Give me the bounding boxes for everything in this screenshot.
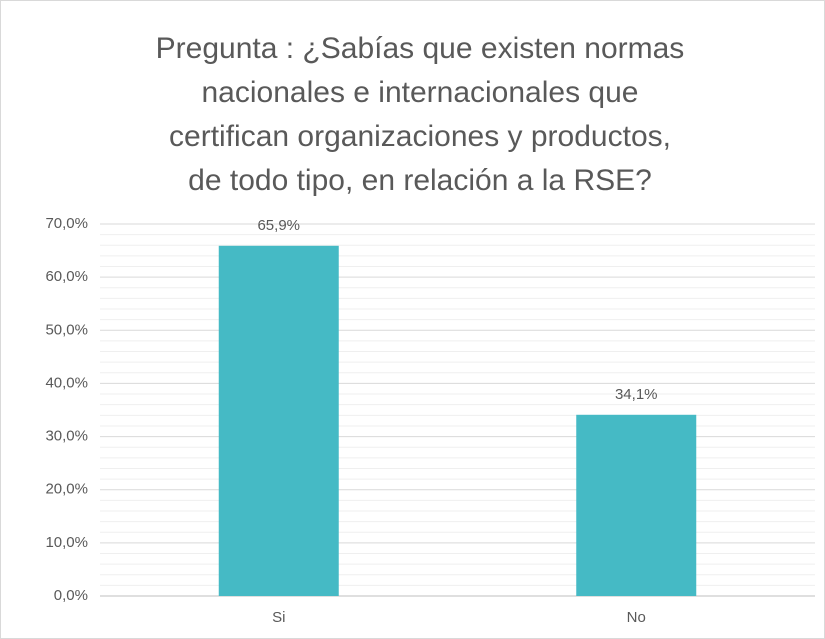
x-tick-label: Si — [272, 609, 285, 626]
y-tick-label: 0,0% — [54, 587, 88, 604]
y-tick-label: 60,0% — [45, 268, 88, 285]
y-tick-label: 30,0% — [45, 428, 88, 445]
bar — [218, 245, 339, 596]
x-tick-label: No — [627, 609, 646, 626]
y-tick-label: 70,0% — [45, 215, 88, 232]
bar — [576, 414, 697, 596]
chart-title: nacionales e internacionales que — [202, 76, 639, 109]
chart-title: certifican organizaciones y productos, — [169, 120, 671, 153]
chart-title: Pregunta : ¿Sabías que existen normas — [156, 32, 685, 65]
y-tick-label: 50,0% — [45, 321, 88, 338]
data-label: 65,9% — [257, 217, 300, 234]
y-tick-label: 20,0% — [45, 481, 88, 498]
data-label: 34,1% — [615, 386, 658, 403]
chart-title: de todo tipo, en relación a la RSE? — [188, 164, 652, 197]
y-tick-label: 10,0% — [45, 534, 88, 551]
y-tick-label: 40,0% — [45, 374, 88, 391]
